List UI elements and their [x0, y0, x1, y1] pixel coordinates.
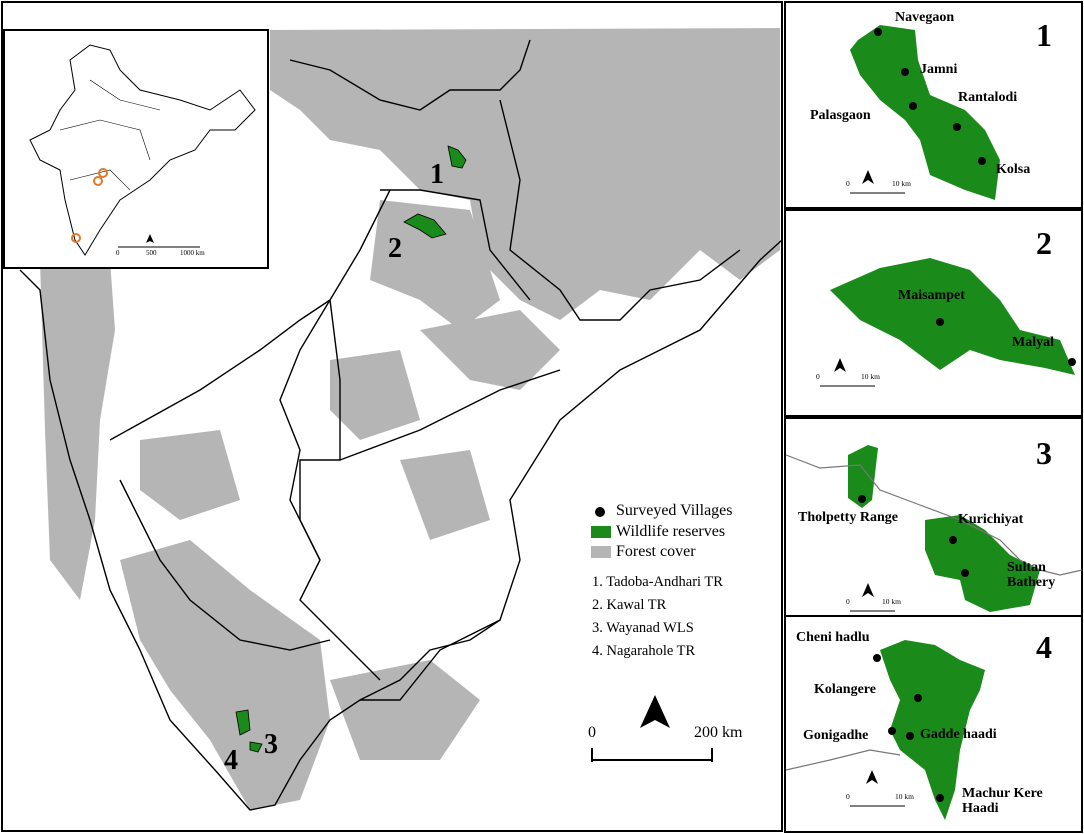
inset-north-arrow	[146, 234, 154, 243]
scale-label: 200 km	[694, 724, 743, 741]
village-label: Palasgaon	[810, 108, 871, 123]
village-label: Sultan Bathery	[1007, 560, 1056, 591]
india-outline	[29, 44, 256, 256]
reserve-label: 1	[430, 159, 444, 190]
forest-cover	[40, 28, 780, 810]
inset-scale-label: 0	[116, 249, 120, 257]
panel-scale-label: 10 km	[892, 179, 911, 188]
legend-item: Forest cover	[616, 543, 696, 560]
scale-label: 0	[588, 724, 596, 741]
legend-item: Wildlife reserves	[616, 523, 726, 540]
village-label: Machur Kere Haadi	[962, 786, 1043, 817]
scale-bar	[591, 748, 713, 762]
village-label: Rantalodi	[958, 90, 1018, 105]
panel-scale-label: 0	[846, 792, 850, 801]
panel-reserves	[830, 25, 1075, 820]
panel-scale-label: 0	[846, 179, 850, 188]
village-label: Maisampet	[898, 288, 965, 303]
village-label: Kolsa	[996, 162, 1031, 177]
panel-scale-label: 10 km	[861, 372, 880, 381]
legend-village-symbol	[595, 507, 605, 517]
legend-reserve-symbol	[591, 526, 611, 538]
village-label: Gonigadhe	[803, 728, 869, 743]
reserve-list-item: 2. Kawal TR	[592, 597, 667, 613]
panel-scale-bars	[820, 192, 905, 807]
panel-boundaries	[785, 454, 1083, 771]
reserve-list-item: 4. Nagarahole TR	[592, 643, 696, 659]
panel-north-arrows	[834, 170, 878, 784]
panel-number: 4	[1036, 629, 1052, 665]
reserve-label: 2	[388, 233, 402, 264]
village-label: Kolangere	[814, 682, 876, 697]
panel-scale-label: 10 km	[895, 792, 914, 801]
reserves-main	[235, 145, 467, 753]
panel-number: 2	[1036, 225, 1052, 261]
panel-scale-label: 0	[846, 597, 850, 606]
inset-sites	[71, 168, 108, 243]
panel-villages	[858, 28, 1076, 802]
village-label: Cheni hadlu	[796, 630, 870, 645]
inset-scale-label: 1000 km	[180, 249, 205, 257]
inset-states	[59, 79, 161, 191]
village-label: Malyal	[1012, 335, 1054, 350]
panel-scale-label: 0	[816, 372, 820, 381]
reserve-label: 3	[264, 729, 278, 760]
reserve-label: 4	[224, 745, 238, 776]
village-label: Kurichiyat	[958, 512, 1024, 527]
panel-number: 1	[1036, 17, 1052, 53]
village-label: Jamni	[920, 62, 958, 77]
reserve-list-item: 3. Wayanad WLS	[592, 620, 694, 636]
boundaries	[19, 39, 783, 811]
village-label: Tholpetty Range	[798, 510, 898, 525]
north-arrow	[640, 695, 670, 728]
village-label: Gadde haadi	[920, 727, 997, 742]
panel-scale-label: 10 km	[882, 597, 901, 606]
panel-number: 3	[1036, 435, 1052, 471]
village-label: Navegaon	[895, 10, 955, 25]
legend-forest-symbol	[591, 546, 611, 558]
inset-scale-label: 500	[146, 249, 157, 257]
reserve-list-item: 1. Tadoba-Andhari TR	[592, 574, 723, 590]
legend-item: Surveyed Villages	[616, 502, 733, 519]
